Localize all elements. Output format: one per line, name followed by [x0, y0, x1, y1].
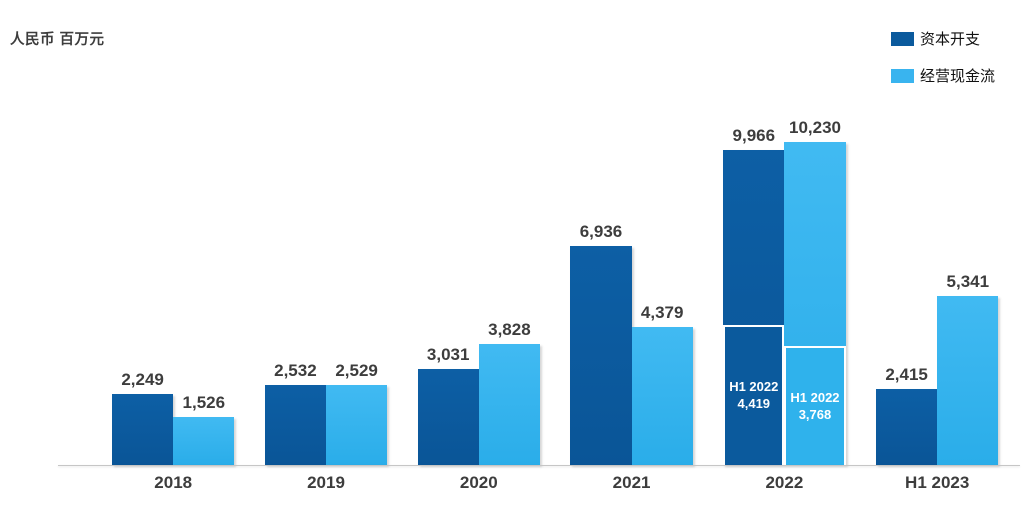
value-label-ocf-2022: 10,230 — [788, 118, 841, 137]
inner-segment-ocf-h1-2022: H1 2022 3,768 — [784, 346, 846, 465]
x-axis-label-2020: 2020 — [459, 473, 498, 492]
legend: 资本开支 经营现金流 — [891, 28, 995, 102]
legend-label-operating-cash-flow: 经营现金流 — [920, 68, 996, 85]
bar-capex-h1-2023 — [876, 389, 938, 465]
bar-ocf-2019 — [325, 385, 388, 465]
inner-segment-period-label: H1 2022 — [729, 379, 779, 395]
operating-cash-flow-swatch-icon — [891, 68, 914, 83]
value-label-capex-2021: 6,936 — [579, 222, 623, 241]
x-axis-label-2019: 2019 — [307, 473, 345, 492]
value-label-ocf-2019: 2,529 — [335, 361, 378, 380]
legend-item-operating-cash-flow: 经营现金流 — [891, 65, 995, 86]
capex-swatch-icon — [891, 31, 914, 46]
bar-ocf-2021 — [631, 327, 693, 465]
bar-capex-2018 — [112, 394, 174, 465]
bar-ocf-2018 — [173, 417, 235, 465]
bar-capex-2019 — [264, 385, 326, 465]
x-axis-label-h1-2023: H1 2023 — [905, 473, 970, 492]
x-axis-line — [58, 465, 1020, 466]
value-label-capex-h1-2023: 2,415 — [885, 365, 928, 384]
value-label-capex-2019: 2,532 — [274, 361, 317, 380]
x-axis-label-2018: 2018 — [154, 473, 193, 492]
inner-segment-period-label: H1 2022 — [790, 389, 840, 405]
unit-label: 人民币 百万元 — [10, 32, 105, 48]
inner-segment-value-label: 3,768 — [798, 406, 832, 422]
value-label-ocf-2021: 4,379 — [640, 303, 684, 322]
x-axis-label-2022: 2022 — [765, 473, 804, 492]
bar-capex-2020 — [417, 369, 479, 465]
value-label-ocf-h1-2023: 5,341 — [946, 272, 990, 291]
value-label-capex-2022: 9,966 — [732, 126, 776, 145]
bar-ocf-2020 — [478, 344, 540, 465]
legend-label-capex: 资本开支 — [920, 31, 981, 48]
bar-capex-2022: H1 2022 4,419 — [723, 150, 785, 465]
bar-ocf-h1-2023 — [937, 296, 999, 465]
bar-ocf-2022: H1 2022 3,768 — [784, 142, 846, 465]
inner-segment-value-label: 4,419 — [737, 396, 771, 411]
value-label-ocf-2018: 1,526 — [182, 393, 226, 412]
value-label-ocf-2020: 3,828 — [488, 320, 531, 339]
x-axis-label-2021: 2021 — [612, 473, 651, 492]
legend-item-capex: 资本开支 — [891, 28, 995, 49]
bar-capex-2021 — [570, 246, 632, 465]
inner-segment-capex-h1-2022: H1 2022 4,419 — [723, 325, 785, 465]
value-label-capex-2020: 3,031 — [426, 345, 470, 364]
value-label-capex-2018: 2,249 — [121, 370, 164, 389]
